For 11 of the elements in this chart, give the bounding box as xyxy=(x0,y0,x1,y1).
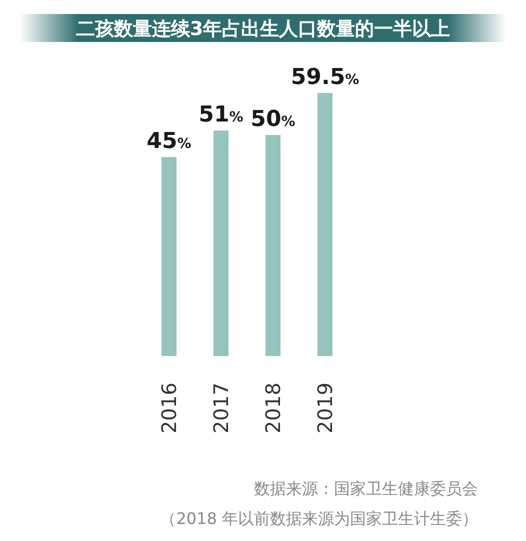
annotation: 数据来源：国家卫生健康委员会 xyxy=(254,479,478,498)
annotation: （2018 年以前数据来源为国家卫生计生委） xyxy=(160,509,478,528)
category: 2016 xyxy=(157,382,181,434)
value-label: 59.5% xyxy=(290,65,360,90)
title: 二孩数量连续3年占出生人口数量的一半以上 xyxy=(76,18,450,40)
category: 2019 xyxy=(313,382,337,434)
category: 2017 xyxy=(209,382,233,434)
category: 2018 xyxy=(261,382,285,434)
value-label: 45% xyxy=(146,129,192,154)
value-label: 50% xyxy=(250,107,296,132)
value-label: 51% xyxy=(198,102,244,128)
